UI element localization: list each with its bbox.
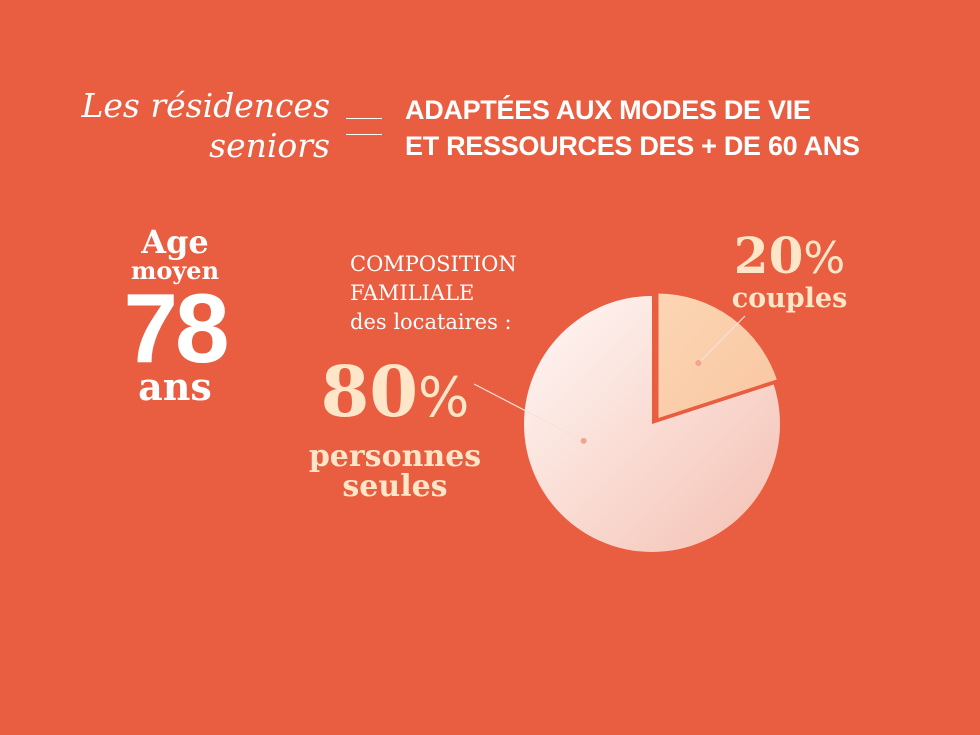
- pie-value-personnes-seules: 80%: [300, 352, 490, 438]
- percent-symbol: %: [418, 366, 470, 429]
- leader-line-couples: [697, 315, 746, 364]
- percent-symbol: %: [803, 233, 846, 284]
- pie-category-couples: couples: [722, 285, 857, 313]
- average-age-block: Age moyen 78 ans: [100, 223, 250, 409]
- age-label: Age: [141, 223, 209, 261]
- header-dash-top: [346, 118, 382, 119]
- header-left-title: Les résidences seniors: [60, 86, 330, 166]
- header-right-line2: ET RESSOURCES DES + DE 60 ANS: [405, 131, 860, 161]
- header-dash-bottom: [346, 134, 382, 135]
- pie-label-couples: 20% couples: [722, 228, 857, 313]
- composition-title-line3: des locataires :: [350, 310, 512, 334]
- pie-value-couples: 20%: [722, 228, 857, 287]
- pie-label-personnes-seules: 80% personnes seules: [300, 352, 490, 502]
- pie-slice-personnes-seules: [523, 296, 780, 552]
- pie-category-line2: seules: [342, 469, 448, 504]
- header-left-line1: Les résidences: [81, 86, 330, 125]
- pie-slice-couples: [655, 290, 781, 423]
- pie-category-line1: couples: [731, 283, 848, 314]
- header-left-line2: seniors: [209, 126, 330, 165]
- leader-line-personnes-seules: [473, 383, 584, 442]
- pie-category-personnes-seules: personnes seules: [300, 442, 490, 502]
- pie-category-line1: personnes: [308, 439, 482, 474]
- composition-title-line2: FAMILIALE: [350, 281, 475, 305]
- header-right-title: ADAPTÉES AUX MODES DE VIE ET RESSOURCES …: [405, 92, 860, 164]
- pie-value-number-couples: 20: [733, 226, 804, 285]
- leader-dot-couples: [695, 360, 702, 367]
- header-right-line1: ADAPTÉES AUX MODES DE VIE: [405, 95, 811, 125]
- leader-dot-personnes-seules: [580, 437, 587, 444]
- pie-value-number-personnes-seules: 80: [320, 350, 419, 433]
- age-sublabel: moyen: [130, 256, 220, 285]
- composition-title: COMPOSITION FAMILIALE des locataires :: [350, 250, 517, 337]
- age-value: 78: [123, 273, 229, 383]
- age-unit: ans: [138, 364, 212, 409]
- composition-title-line1: COMPOSITION: [350, 252, 517, 276]
